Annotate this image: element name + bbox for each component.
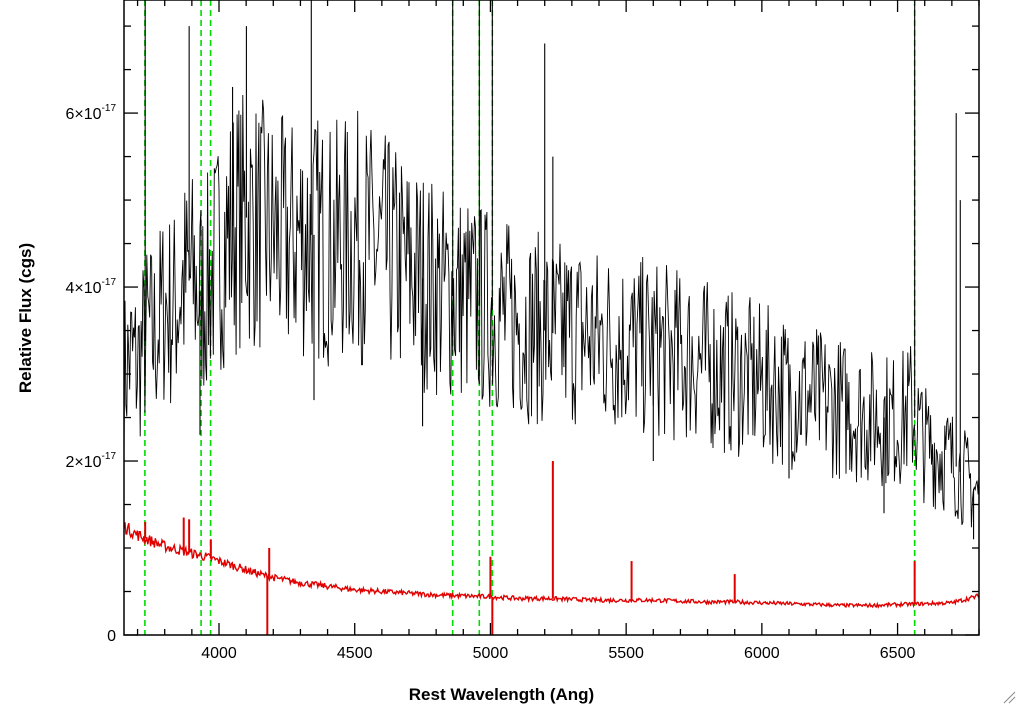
y-tick-label: 6×10-17 bbox=[66, 103, 117, 123]
y-tick-label: 4×10-17 bbox=[66, 277, 117, 297]
y-tick-mantissa: 6×10 bbox=[66, 106, 102, 123]
x-tick-label: 5500 bbox=[608, 645, 644, 662]
plot-area bbox=[124, 0, 979, 635]
y-tick-label: 2×10-17 bbox=[66, 451, 117, 471]
series-1-line bbox=[124, 94, 979, 528]
x-tick-label: 6500 bbox=[880, 645, 916, 662]
y-tick-mantissa: 0 bbox=[107, 628, 116, 645]
plot-frame bbox=[123, 0, 980, 636]
y-tick-exponent: -17 bbox=[102, 103, 117, 114]
y-tick-mantissa: 2×10 bbox=[66, 454, 102, 471]
y-tick-label: 0 bbox=[107, 628, 116, 645]
resize-grip-icon[interactable] bbox=[1002, 690, 1016, 704]
x-tick-label: 6000 bbox=[744, 645, 780, 662]
x-tick-label: 5000 bbox=[473, 645, 509, 662]
x-axis-title: Rest Wavelength (Ang) bbox=[409, 685, 594, 704]
y-axis-title: Relative Flux (cgs) bbox=[16, 243, 35, 393]
x-tick-label: 4000 bbox=[201, 645, 237, 662]
series-2-line bbox=[124, 522, 979, 609]
y-tick-mantissa: 4×10 bbox=[66, 280, 102, 297]
y-tick-exponent: -17 bbox=[102, 277, 117, 288]
y-tick-exponent: -17 bbox=[102, 451, 117, 462]
x-tick-label: 4500 bbox=[337, 645, 373, 662]
